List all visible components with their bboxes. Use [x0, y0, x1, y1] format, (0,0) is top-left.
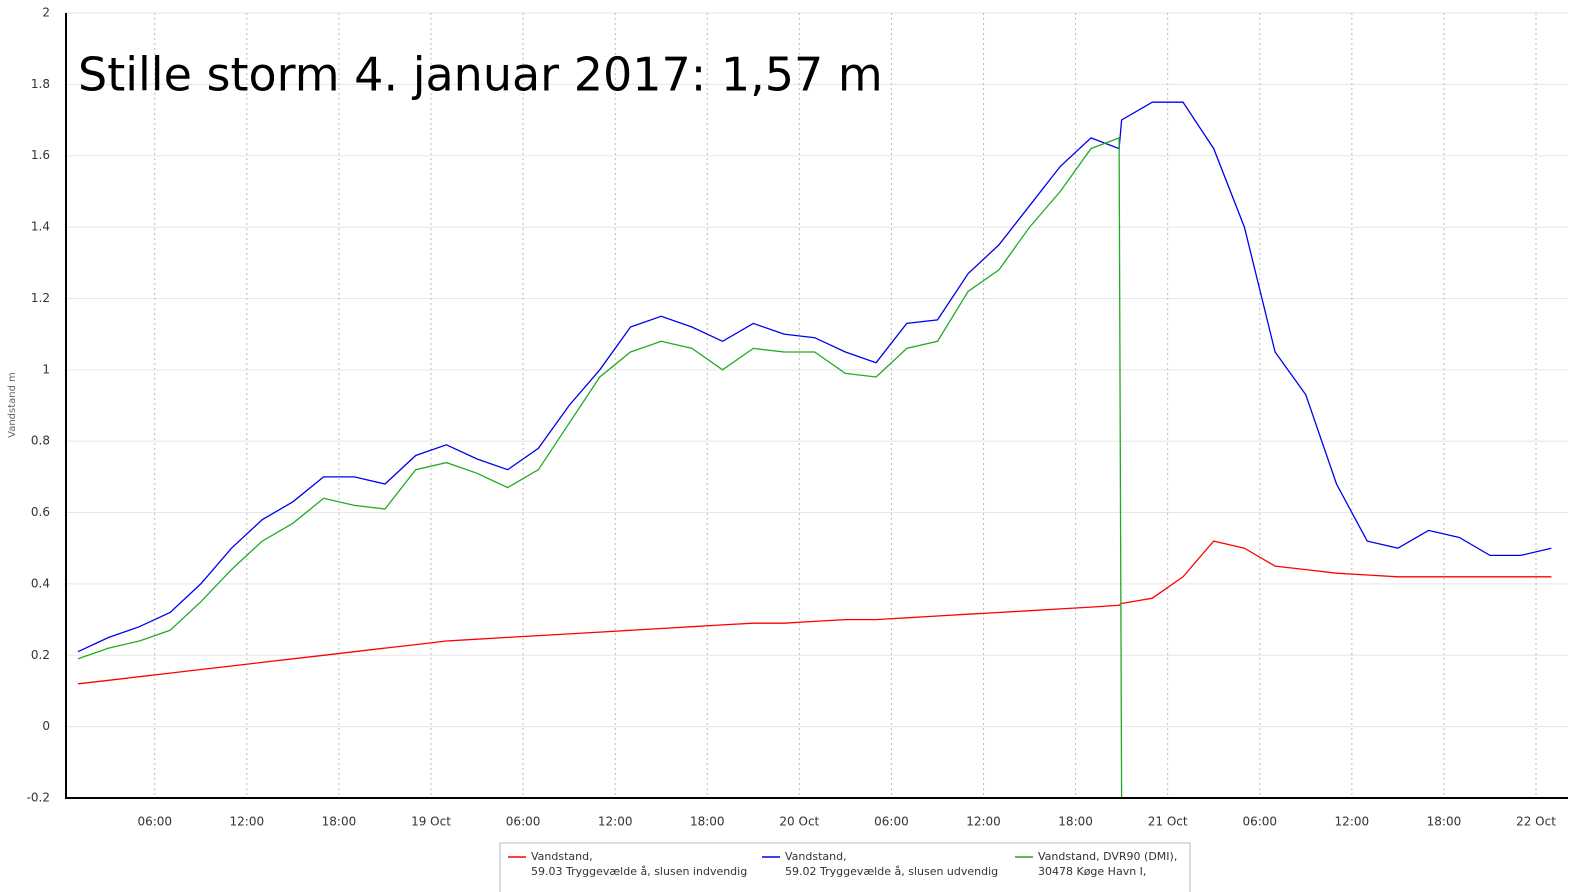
x-tick-label: 12:00 — [1335, 815, 1370, 829]
x-tick-label: 06:00 — [1242, 815, 1277, 829]
x-tick-label: 22 Oct — [1516, 815, 1556, 829]
x-tick-label: 18:00 — [322, 815, 357, 829]
y-tick-label: 0.8 — [31, 434, 50, 448]
legend-label: Vandstand, — [531, 850, 593, 863]
y-tick-label: 0 — [42, 719, 50, 733]
grid — [66, 12, 1568, 799]
annotation: Stille storm 4. januar 2017: 1,57 m — [78, 48, 883, 102]
legend-label: Vandstand, DVR90 (DMI), — [1038, 850, 1177, 863]
legend-label: 30478 Køge Havn I, — [1038, 865, 1146, 878]
y-tick-label: 1.6 — [31, 148, 50, 162]
series-line — [77, 540, 1552, 685]
x-tick-label: 18:00 — [1058, 815, 1093, 829]
x-tick-label: 18:00 — [690, 815, 725, 829]
x-tick-label: 12:00 — [598, 815, 633, 829]
y-tick-label: 1.8 — [31, 77, 50, 91]
legend — [499, 842, 1191, 892]
series-line — [77, 136, 1123, 798]
x-tick-label: 06:00 — [874, 815, 909, 829]
y-tick-label: 2 — [42, 6, 50, 20]
y-tick-label: 1.4 — [31, 220, 50, 234]
plot-lines — [77, 101, 1552, 798]
legend-label: 59.03 Tryggevælde å, slusen indvendig — [531, 865, 747, 878]
legend-entries: Vandstand, 59.03 Tryggevælde å, slusen in… — [508, 850, 1177, 878]
x-tick-label: 19 Oct — [411, 815, 451, 829]
y-tick-label: 0.2 — [31, 648, 50, 662]
x-tick-label: 06:00 — [506, 815, 541, 829]
y-axis-label: Vandstand m — [7, 372, 18, 438]
y-tick-label: 0.4 — [31, 576, 50, 590]
legend-label: Vandstand, — [785, 850, 847, 863]
x-tick-label: 18:00 — [1427, 815, 1462, 829]
y-tick-label: 1 — [42, 362, 50, 376]
x-tick-label: 06:00 — [137, 815, 172, 829]
y-tick-label: 0.6 — [31, 505, 50, 519]
x-tick-label: 12:00 — [230, 815, 265, 829]
x-tick-label: 20 Oct — [779, 815, 819, 829]
y-tick-label: 1.2 — [31, 291, 50, 305]
y-tick-label: -0.2 — [27, 791, 50, 805]
series-line — [77, 101, 1552, 653]
legend-label: 59.02 Tryggevælde å, slusen udvendig — [785, 865, 998, 878]
x-tick-label: 12:00 — [966, 815, 1001, 829]
x-tick-label: 21 Oct — [1148, 815, 1188, 829]
